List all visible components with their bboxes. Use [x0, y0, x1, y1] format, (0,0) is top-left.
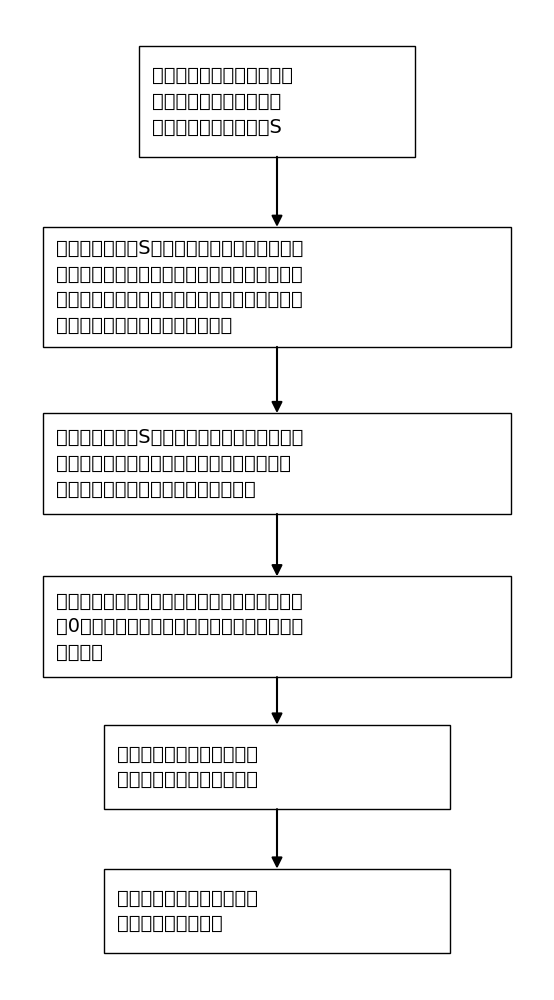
Text: 确定副翼舵偏、升降舵偏和
方向舵偏的取值范围: 确定副翼舵偏、升降舵偏和 方向舵偏的取值范围 [117, 889, 259, 933]
FancyBboxPatch shape [104, 725, 450, 809]
Text: 在设定的马赫数和攻角条件下，将副翼舵偏设置
为0，求解方程组得到升降舵偏、侧滑角和方向
舵偏的解: 在设定的马赫数和攻角条件下，将副翼舵偏设置 为0，求解方程组得到升降舵偏、侧滑角… [57, 591, 304, 662]
FancyBboxPatch shape [43, 413, 511, 514]
Text: 在极限偏差集合S内，确定滚转力系数、偏航力
系数、俯仰力系数和相对于标称质心的气动力矩
系数与马赫数、攻角、侧滑角、升降舵偏、副翼
舵偏和方向舵偏的函数关系表达: 在极限偏差集合S内，确定滚转力系数、偏航力 系数、俯仰力系数和相对于标称质心的气… [57, 239, 304, 335]
Text: 在极限偏差集合S内，计算相对于实际质心的滚
转力矩系数与马赫数、攻角、侧滑角、升降舵
偏、副翼舵偏和方向舵偏的函数关系式: 在极限偏差集合S内，计算相对于实际质心的滚 转力矩系数与马赫数、攻角、侧滑角、升… [57, 428, 304, 499]
Text: 根据质心位置偏差、气动力
矩系数偏差和飞行攻角偏
差，确定极限偏差集合S: 根据质心位置偏差、气动力 矩系数偏差和飞行攻角偏 差，确定极限偏差集合S [152, 66, 293, 137]
FancyBboxPatch shape [104, 869, 450, 953]
Text: 求取升降舵偏、侧滑角和方
向舵偏解的最大值和最小值: 求取升降舵偏、侧滑角和方 向舵偏解的最大值和最小值 [117, 745, 259, 789]
FancyBboxPatch shape [43, 576, 511, 677]
FancyBboxPatch shape [43, 227, 511, 347]
FancyBboxPatch shape [138, 46, 416, 157]
